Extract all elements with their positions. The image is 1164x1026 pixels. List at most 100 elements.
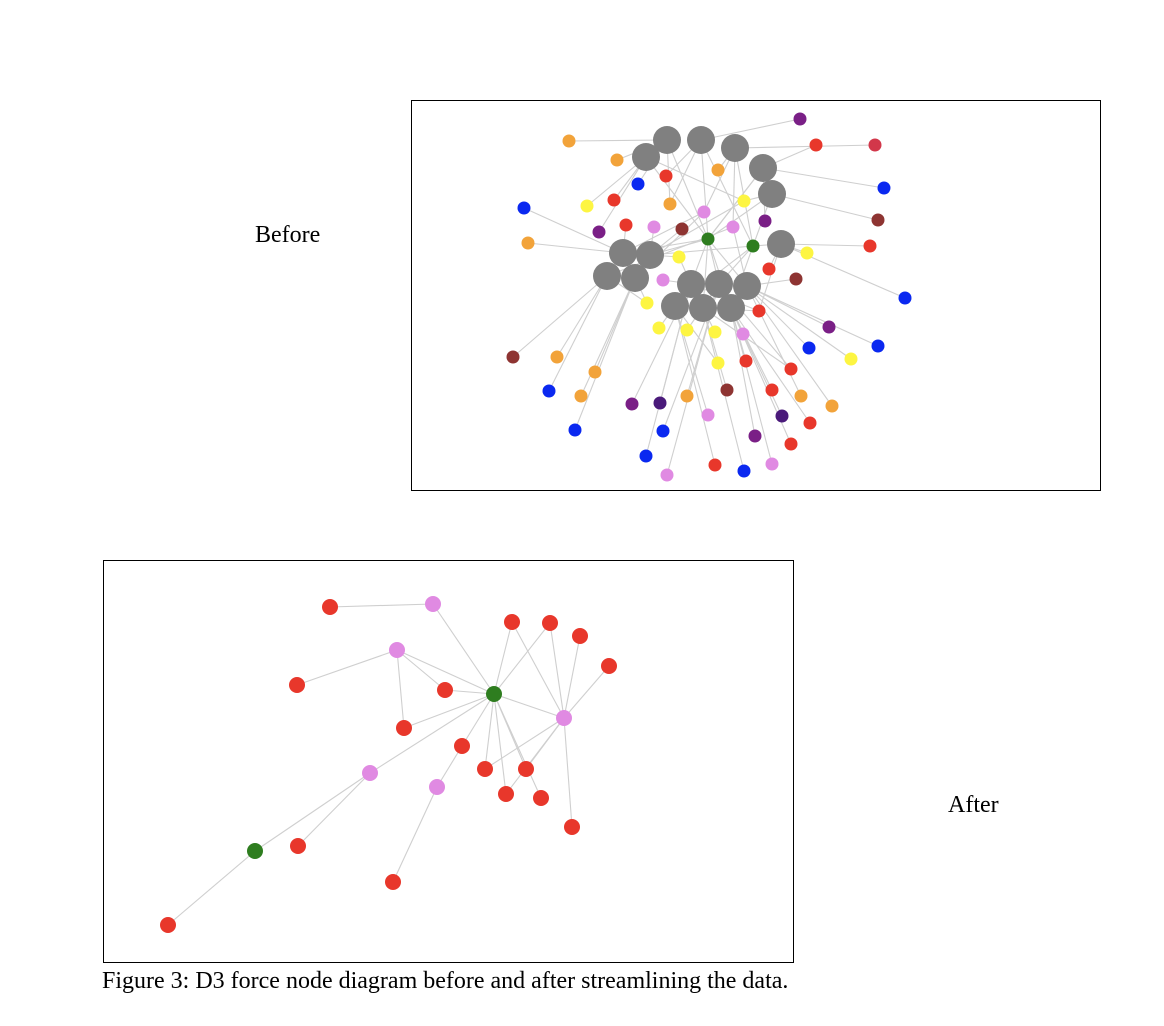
node-red-s6[interactable] xyxy=(659,169,673,183)
node-red-a1[interactable] xyxy=(322,599,338,615)
node-pink-s15[interactable] xyxy=(697,205,711,219)
node-red-a15[interactable] xyxy=(477,761,493,777)
node-brown-s20[interactable] xyxy=(675,222,689,236)
node-pink-a2[interactable] xyxy=(425,596,441,612)
node-pink-a6[interactable] xyxy=(389,642,405,658)
node-red-a5[interactable] xyxy=(572,628,588,644)
node-blue-s49[interactable] xyxy=(542,384,556,398)
node-yellow-s37[interactable] xyxy=(708,325,722,339)
node-yellow-s47[interactable] xyxy=(844,352,858,366)
node-blue-s12[interactable] xyxy=(517,201,531,215)
node-blue-s65[interactable] xyxy=(639,449,653,463)
node-blue-s32[interactable] xyxy=(898,291,912,305)
node-gray-g6[interactable] xyxy=(758,180,786,208)
node-red-a24[interactable] xyxy=(160,917,176,933)
node-gray-g17[interactable] xyxy=(717,294,745,322)
node-gray-g15[interactable] xyxy=(661,292,689,320)
node-red-s45[interactable] xyxy=(739,354,753,368)
node-orange-s48[interactable] xyxy=(588,365,602,379)
node-orange-s13[interactable] xyxy=(663,197,677,211)
node-purple-s63[interactable] xyxy=(748,429,762,443)
node-pink-s19[interactable] xyxy=(647,220,661,234)
node-red-a7[interactable] xyxy=(601,658,617,674)
node-gray-g16[interactable] xyxy=(689,294,717,322)
node-blue-s68[interactable] xyxy=(737,464,751,478)
node-gray-g5[interactable] xyxy=(749,154,777,182)
node-purple-s16[interactable] xyxy=(758,214,772,228)
node-orange-s25[interactable] xyxy=(521,236,535,250)
node-red-a16[interactable] xyxy=(518,761,534,777)
node-green-a10[interactable] xyxy=(486,686,502,702)
node-gray-g10[interactable] xyxy=(593,262,621,290)
node-blue-s62[interactable] xyxy=(656,424,670,438)
node-purple-s55[interactable] xyxy=(625,397,639,411)
node-blue-s8[interactable] xyxy=(631,177,645,191)
node-blue-s61[interactable] xyxy=(568,423,582,437)
node-indigo-s56[interactable] xyxy=(653,396,667,410)
node-red-s18[interactable] xyxy=(619,218,633,232)
node-pink-a17[interactable] xyxy=(429,779,445,795)
node-pink-s57[interactable] xyxy=(701,408,715,422)
node-purple-s22[interactable] xyxy=(592,225,606,239)
node-orange-s5[interactable] xyxy=(610,153,624,167)
node-yellow-s14[interactable] xyxy=(737,194,751,208)
node-pink-s69[interactable] xyxy=(660,468,674,482)
node-red-s52[interactable] xyxy=(765,383,779,397)
node-green-s23[interactable] xyxy=(701,232,715,246)
node-brown-s42[interactable] xyxy=(506,350,520,364)
node-green-s24[interactable] xyxy=(746,239,760,253)
node-red-s10[interactable] xyxy=(607,193,621,207)
node-red-a20[interactable] xyxy=(564,819,580,835)
node-gray-g8[interactable] xyxy=(609,239,637,267)
node-red-a22[interactable] xyxy=(290,838,306,854)
node-yellow-s27[interactable] xyxy=(672,250,686,264)
node-pink-a14[interactable] xyxy=(362,765,378,781)
node-blue-s9[interactable] xyxy=(877,181,891,195)
node-red-a18[interactable] xyxy=(498,786,514,802)
node-red-s26[interactable] xyxy=(863,239,877,253)
node-red-a3[interactable] xyxy=(504,614,520,630)
node-red-a4[interactable] xyxy=(542,615,558,631)
node-gray-g11[interactable] xyxy=(621,264,649,292)
node-gray-g9[interactable] xyxy=(636,241,664,269)
node-gray-g2[interactable] xyxy=(687,126,715,154)
node-red-s66[interactable] xyxy=(708,458,722,472)
node-orange-s2[interactable] xyxy=(562,134,576,148)
node-gray-g1[interactable] xyxy=(653,126,681,154)
node-blue-s41[interactable] xyxy=(871,339,885,353)
node-purple-s39[interactable] xyxy=(822,320,836,334)
node-pink-s21[interactable] xyxy=(726,220,740,234)
node-red-s46[interactable] xyxy=(784,362,798,376)
node-red-s59[interactable] xyxy=(803,416,817,430)
node-pink-s67[interactable] xyxy=(765,457,779,471)
node-pink-s30[interactable] xyxy=(656,273,670,287)
node-orange-s50[interactable] xyxy=(574,389,588,403)
node-orange-s60[interactable] xyxy=(825,399,839,413)
node-red-s64[interactable] xyxy=(784,437,798,451)
node-gray-g13[interactable] xyxy=(705,270,733,298)
node-red-a19[interactable] xyxy=(533,790,549,806)
node-red-s29[interactable] xyxy=(762,262,776,276)
node-orange-s43[interactable] xyxy=(550,350,564,364)
node-orange-s54[interactable] xyxy=(680,389,694,403)
node-red-a23[interactable] xyxy=(385,874,401,890)
node-pink-a11[interactable] xyxy=(556,710,572,726)
node-orange-s53[interactable] xyxy=(794,389,808,403)
node-red-a12[interactable] xyxy=(396,720,412,736)
node-purple-s1[interactable] xyxy=(793,112,807,126)
node-brown-s17[interactable] xyxy=(871,213,885,227)
node-orange-s7[interactable] xyxy=(711,163,725,177)
node-brown-s51[interactable] xyxy=(720,383,734,397)
node-pink-s38[interactable] xyxy=(736,327,750,341)
node-yellow-s11[interactable] xyxy=(580,199,594,213)
node-red-s34[interactable] xyxy=(752,304,766,318)
node-indigo-s58[interactable] xyxy=(775,409,789,423)
node-gray-g3[interactable] xyxy=(721,134,749,162)
node-yellow-s35[interactable] xyxy=(652,321,666,335)
node-gray-g12[interactable] xyxy=(677,270,705,298)
node-brown-s31[interactable] xyxy=(789,272,803,286)
node-blue-s40[interactable] xyxy=(802,341,816,355)
node-green-a21[interactable] xyxy=(247,843,263,859)
node-red-a8[interactable] xyxy=(289,677,305,693)
node-red-s3[interactable] xyxy=(809,138,823,152)
